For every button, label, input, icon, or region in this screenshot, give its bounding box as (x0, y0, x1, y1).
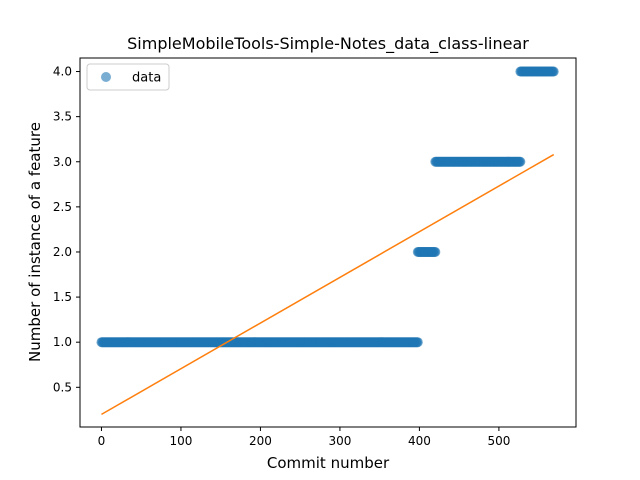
y-axis-label: Number of instance of a feature (26, 122, 44, 362)
x-tick-label: 100 (169, 434, 192, 448)
plot-content (96, 66, 559, 416)
x-tick-label: 500 (487, 434, 510, 448)
y-tick-label: 0.5 (53, 380, 72, 394)
fit-line (101, 153, 555, 416)
y-axis-ticks: 0.5 1.0 1.5 2.0 2.5 3.0 3.5 4.0 (53, 65, 80, 394)
x-tick-label: 200 (249, 434, 272, 448)
legend-marker (101, 72, 111, 82)
y-tick-label: 1.0 (53, 335, 72, 349)
y-tick-label: 2.0 (53, 245, 72, 259)
legend-box (86, 63, 170, 91)
chart-title: SimpleMobileTools-Simple-Notes_data_clas… (127, 34, 529, 54)
data-point (430, 246, 441, 257)
data-point (548, 66, 559, 77)
x-tick-label: 0 (98, 434, 106, 448)
x-axis-label: Commit number (267, 454, 390, 472)
y-tick-label: 4.0 (53, 65, 72, 79)
y-tick-label: 2.5 (53, 200, 72, 214)
legend-label: data (132, 71, 161, 86)
x-tick-label: 300 (328, 434, 351, 448)
plot-frame (79, 57, 577, 428)
legend: data (86, 63, 170, 91)
y-tick-label: 3.0 (53, 155, 72, 169)
x-axis-ticks: 0 100 200 300 400 500 (98, 427, 510, 448)
data-point (515, 156, 526, 167)
y-tick-label: 1.5 (53, 290, 72, 304)
y-tick-label: 3.5 (53, 110, 72, 124)
x-tick-label: 400 (408, 434, 431, 448)
data-point (412, 337, 423, 348)
